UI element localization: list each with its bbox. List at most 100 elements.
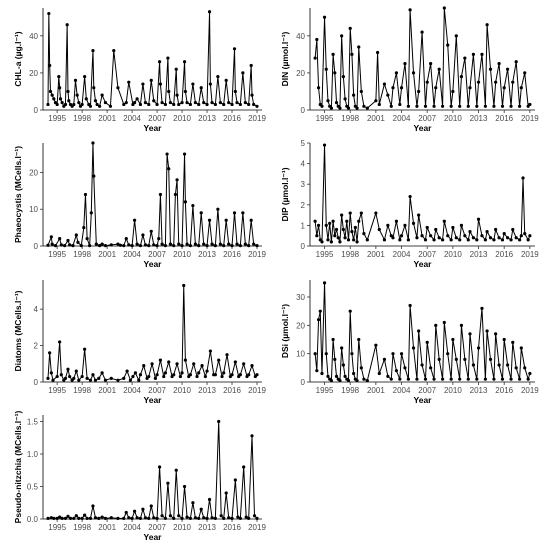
data-point [222,371,226,375]
data-point [124,100,128,105]
data-point [333,234,337,238]
data-point [74,233,78,237]
data-point [377,102,381,107]
x-tick-label: 2016 [495,250,513,259]
data-point [100,515,104,519]
data-point [138,373,143,377]
y-axis-title: DSi (µmol.l⁻¹) [280,304,290,358]
data-point [180,516,184,520]
data-point [73,78,78,82]
data-point [399,352,404,356]
data-point [502,337,506,342]
data-point [210,100,214,105]
data-point [338,378,342,383]
data-point [137,378,141,382]
data-point [232,211,237,215]
data-point [365,238,369,242]
data-point [442,320,446,325]
x-tick-label: 2010 [444,250,462,259]
data-point [160,514,164,518]
data-point [182,152,187,156]
y-axis-title: Phaeocystis (MCells.l⁻¹) [13,146,23,243]
data-point [167,360,171,364]
data-point [247,244,251,248]
data-point [193,100,197,105]
data-point [66,238,70,243]
data-point [415,377,419,381]
data-point [238,244,242,248]
data-point [48,89,53,94]
data-point [242,362,246,366]
data-point [217,419,221,424]
data-point [399,86,404,90]
data-point [320,371,324,376]
data-point [518,377,522,381]
data-point [109,243,113,247]
data-point [207,10,212,14]
data-point [398,377,402,381]
data-point [197,102,201,107]
data-point [163,244,168,248]
x-tick-label: 2010 [173,114,191,123]
data-point [197,516,201,520]
x-tick-label: 2001 [367,386,385,395]
data-point [343,236,347,240]
data-point [93,99,98,103]
data-point [178,374,182,379]
x-tick-label: 2019 [248,386,266,395]
data-point [85,376,89,380]
data-point [219,514,223,518]
data-point [133,218,137,222]
data-point [180,244,184,248]
x-tick-label: 2001 [367,114,385,123]
data-point [434,227,438,232]
data-point [72,102,76,107]
data-point [200,364,204,368]
data-point [135,97,139,101]
data-point [227,242,231,246]
data-point [420,363,424,367]
data-point [322,143,327,147]
data-point [352,238,356,242]
y-tick-label: 4 [34,305,39,314]
data-point [130,244,134,248]
data-point [216,207,220,211]
data-point [163,516,168,520]
data-point [255,373,259,377]
data-point [459,75,464,79]
data-point [394,369,399,373]
x-tick-label: 2010 [173,523,191,532]
x-tick-label: 2004 [123,523,141,532]
y-tick-label: 0.0 [27,515,39,524]
x-tick-label: 1995 [48,114,66,123]
data-point [188,244,192,248]
data-point [130,516,134,520]
y-tick-label: 20 [296,321,305,330]
data-point [497,363,501,367]
x-tick-label: 2010 [444,386,462,395]
data-point [166,56,170,60]
data-point [519,234,523,238]
data-point [247,516,251,520]
data-point [191,82,195,86]
y-axis-title: Diatoms (MCells.l⁻¹) [13,290,23,371]
data-point [188,516,192,520]
data-point [408,303,412,308]
data-point [471,363,475,367]
data-point [243,242,247,246]
panel-1: 0 20 40 1995 1998 2001 2004 2007 2010 2013 2016 201… [13,8,266,133]
data-point [88,104,93,108]
data-point [359,366,363,370]
data-point [155,102,159,107]
data-point [425,340,429,344]
data-point [124,510,128,515]
data-point [454,357,458,361]
data-point [57,75,61,79]
data-point [341,75,345,79]
data-point [446,352,450,356]
data-point [182,484,187,489]
data-point [459,323,464,327]
data-point [183,358,187,362]
data-point [177,242,181,246]
